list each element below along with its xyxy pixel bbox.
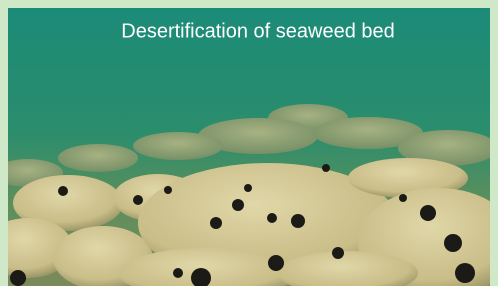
near-rocks — [8, 158, 490, 286]
photo-frame: Desertification of seaweed bed — [0, 0, 498, 286]
seafloor-photo: Desertification of seaweed bed — [8, 8, 490, 286]
caption: Desertification of seaweed bed — [121, 20, 395, 42]
